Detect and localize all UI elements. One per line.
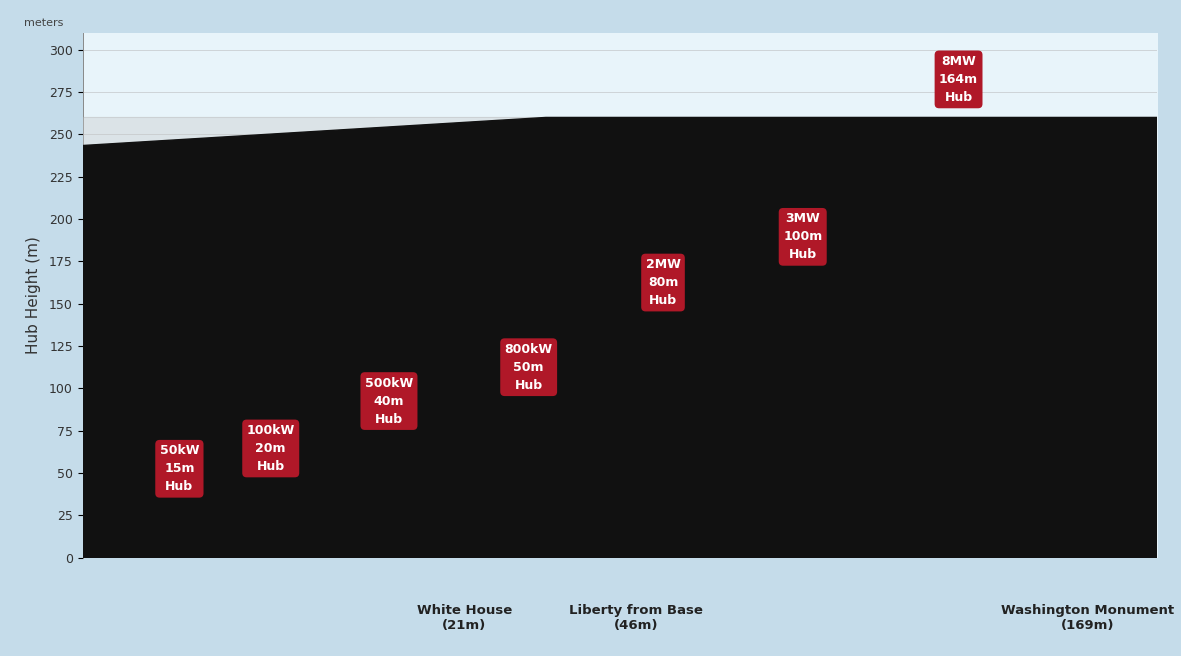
Polygon shape bbox=[0, 420, 1181, 468]
Circle shape bbox=[0, 419, 1181, 426]
Circle shape bbox=[0, 480, 1181, 482]
Text: Liberty from Base
(46m): Liberty from Base (46m) bbox=[569, 604, 703, 632]
Polygon shape bbox=[0, 388, 1181, 558]
Polygon shape bbox=[1085, 258, 1090, 272]
Text: 100kW
20m
Hub: 100kW 20m Hub bbox=[247, 424, 295, 473]
Polygon shape bbox=[626, 528, 647, 558]
Polygon shape bbox=[495, 539, 500, 555]
Text: Washington Monument
(169m): Washington Monument (169m) bbox=[1001, 604, 1174, 632]
Polygon shape bbox=[2, 532, 1181, 542]
Polygon shape bbox=[0, 489, 808, 512]
Text: 50kW
15m
Hub: 50kW 15m Hub bbox=[159, 444, 200, 493]
Polygon shape bbox=[451, 539, 455, 555]
Polygon shape bbox=[0, 495, 818, 523]
Y-axis label: Hub Height (m): Hub Height (m) bbox=[26, 236, 40, 354]
Polygon shape bbox=[462, 539, 466, 555]
Polygon shape bbox=[0, 117, 1181, 280]
Polygon shape bbox=[0, 276, 1181, 362]
Circle shape bbox=[0, 274, 1181, 286]
Polygon shape bbox=[0, 331, 1181, 422]
Polygon shape bbox=[0, 473, 1181, 558]
Circle shape bbox=[0, 331, 1181, 514]
Polygon shape bbox=[0, 385, 1181, 446]
Polygon shape bbox=[0, 471, 1141, 505]
Polygon shape bbox=[0, 422, 1181, 558]
Circle shape bbox=[0, 514, 1181, 551]
Polygon shape bbox=[438, 535, 491, 540]
Polygon shape bbox=[629, 494, 642, 528]
Circle shape bbox=[0, 495, 1181, 552]
Polygon shape bbox=[0, 532, 357, 542]
Polygon shape bbox=[0, 409, 1181, 473]
Polygon shape bbox=[418, 539, 422, 555]
Polygon shape bbox=[441, 539, 444, 555]
Circle shape bbox=[0, 470, 1181, 476]
Circle shape bbox=[0, 409, 1181, 537]
Polygon shape bbox=[0, 280, 1181, 558]
Polygon shape bbox=[507, 539, 510, 555]
Text: White House
(21m): White House (21m) bbox=[417, 604, 511, 632]
Polygon shape bbox=[405, 535, 523, 558]
Polygon shape bbox=[0, 490, 1181, 558]
Circle shape bbox=[0, 384, 1181, 393]
Circle shape bbox=[0, 446, 1181, 534]
Polygon shape bbox=[0, 523, 1001, 558]
Polygon shape bbox=[0, 514, 534, 532]
Circle shape bbox=[0, 488, 1181, 491]
Polygon shape bbox=[0, 489, 1181, 512]
Circle shape bbox=[0, 489, 1181, 494]
Polygon shape bbox=[0, 276, 1181, 362]
Polygon shape bbox=[0, 385, 1181, 446]
Circle shape bbox=[0, 523, 965, 525]
Text: 800kW
50m
Hub: 800kW 50m Hub bbox=[504, 342, 553, 392]
Polygon shape bbox=[0, 532, 652, 558]
Polygon shape bbox=[0, 446, 1181, 490]
Text: meters: meters bbox=[24, 18, 63, 28]
Polygon shape bbox=[0, 471, 1181, 505]
Polygon shape bbox=[474, 539, 477, 555]
Polygon shape bbox=[0, 523, 1181, 538]
Polygon shape bbox=[484, 539, 489, 555]
Polygon shape bbox=[429, 539, 433, 555]
Circle shape bbox=[0, 117, 1181, 443]
Polygon shape bbox=[451, 525, 477, 535]
Circle shape bbox=[0, 273, 1181, 503]
Text: 2MW
80m
Hub: 2MW 80m Hub bbox=[646, 258, 680, 307]
Polygon shape bbox=[1070, 272, 1104, 558]
Polygon shape bbox=[0, 273, 1181, 388]
Circle shape bbox=[0, 531, 628, 533]
Text: 500kW
40m
Hub: 500kW 40m Hub bbox=[365, 377, 413, 426]
Polygon shape bbox=[0, 420, 1181, 468]
Text: 3MW
100m
Hub: 3MW 100m Hub bbox=[783, 213, 822, 261]
Polygon shape bbox=[0, 523, 544, 538]
Text: 8MW
164m
Hub: 8MW 164m Hub bbox=[939, 55, 978, 104]
